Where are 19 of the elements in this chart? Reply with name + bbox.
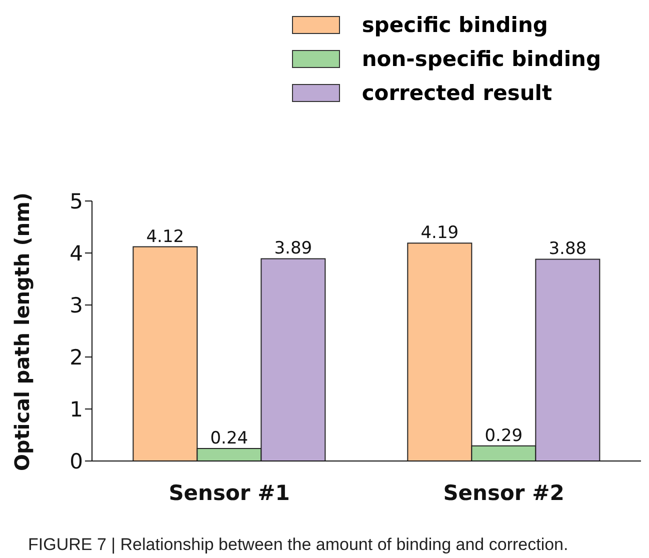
data-label: 0.24: [210, 428, 248, 449]
y-tick-label: 3: [70, 293, 83, 318]
legend-label: specific binding: [362, 13, 548, 37]
y-tick-label: 0: [70, 449, 83, 474]
data-label: 4.12: [146, 226, 184, 247]
caption: FIGURE 7 | Relationship between the amount of binding and correction.: [28, 535, 570, 555]
y-axis-title: Optical path length (nm): [10, 192, 34, 471]
data-label: 4.19: [420, 223, 459, 244]
data-label: 3.88: [548, 239, 587, 260]
data-label: 0.29: [484, 426, 523, 446]
legend-label: non-specific binding: [362, 47, 601, 71]
y-tick-label: 5: [70, 189, 83, 214]
y-tick-label: 1: [70, 397, 83, 422]
y-tick-label: 2: [70, 345, 83, 370]
x-tick-label: Sensor #1: [168, 480, 290, 505]
x-tick-label: Sensor #2: [443, 480, 564, 505]
y-tick-label: 4: [70, 241, 83, 266]
legend-label: corrected result: [362, 81, 552, 105]
data-label: 3.89: [274, 238, 312, 259]
